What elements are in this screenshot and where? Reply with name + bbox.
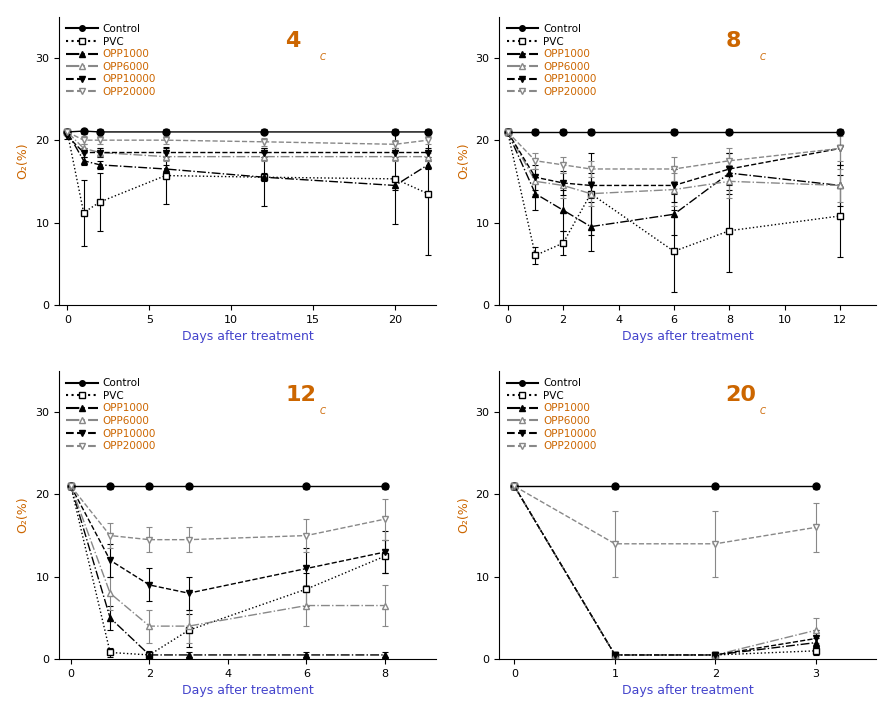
- Y-axis label: O₂(%): O₂(%): [457, 497, 470, 533]
- Text: 4: 4: [285, 31, 301, 51]
- Legend: Control, PVC, OPP1000, OPP6000, OPP10000, OPP20000: Control, PVC, OPP1000, OPP6000, OPP10000…: [503, 20, 601, 101]
- Text: $_C$: $_C$: [759, 50, 768, 63]
- Legend: Control, PVC, OPP1000, OPP6000, OPP10000, OPP20000: Control, PVC, OPP1000, OPP6000, OPP10000…: [503, 374, 601, 456]
- Y-axis label: O₂(%): O₂(%): [17, 142, 29, 179]
- X-axis label: Days after treatment: Days after treatment: [181, 684, 313, 698]
- Text: 20: 20: [725, 386, 756, 406]
- Text: 8: 8: [725, 31, 741, 51]
- Text: $_C$: $_C$: [319, 50, 328, 63]
- Y-axis label: O₂(%): O₂(%): [17, 497, 29, 533]
- X-axis label: Days after treatment: Days after treatment: [622, 330, 754, 343]
- Y-axis label: O₂(%): O₂(%): [457, 142, 470, 179]
- Text: $_C$: $_C$: [759, 404, 768, 417]
- X-axis label: Days after treatment: Days after treatment: [622, 684, 754, 698]
- Legend: Control, PVC, OPP1000, OPP6000, OPP10000, OPP20000: Control, PVC, OPP1000, OPP6000, OPP10000…: [63, 374, 161, 456]
- Text: $_C$: $_C$: [319, 404, 328, 417]
- Legend: Control, PVC, OPP1000, OPP6000, OPP10000, OPP20000: Control, PVC, OPP1000, OPP6000, OPP10000…: [63, 20, 161, 101]
- Text: 12: 12: [285, 386, 316, 406]
- X-axis label: Days after treatment: Days after treatment: [181, 330, 313, 343]
